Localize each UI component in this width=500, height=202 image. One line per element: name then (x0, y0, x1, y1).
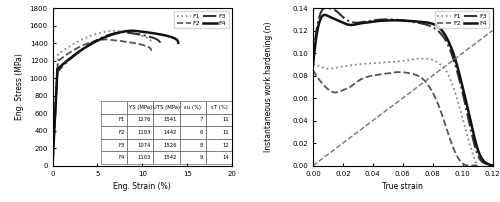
Y-axis label: Instantaneous work hardening (n): Instantaneous work hardening (n) (264, 22, 274, 152)
Legend: F1, F2, F3, F4: F1, F2, F3, F4 (435, 11, 490, 28)
Y-axis label: Eng. Stress (MPa): Eng. Stress (MPa) (15, 53, 24, 120)
Legend: F1, F2, F3, F4: F1, F2, F3, F4 (174, 11, 229, 28)
X-axis label: True strain: True strain (382, 182, 423, 191)
X-axis label: Eng. Strain (%): Eng. Strain (%) (114, 182, 171, 191)
